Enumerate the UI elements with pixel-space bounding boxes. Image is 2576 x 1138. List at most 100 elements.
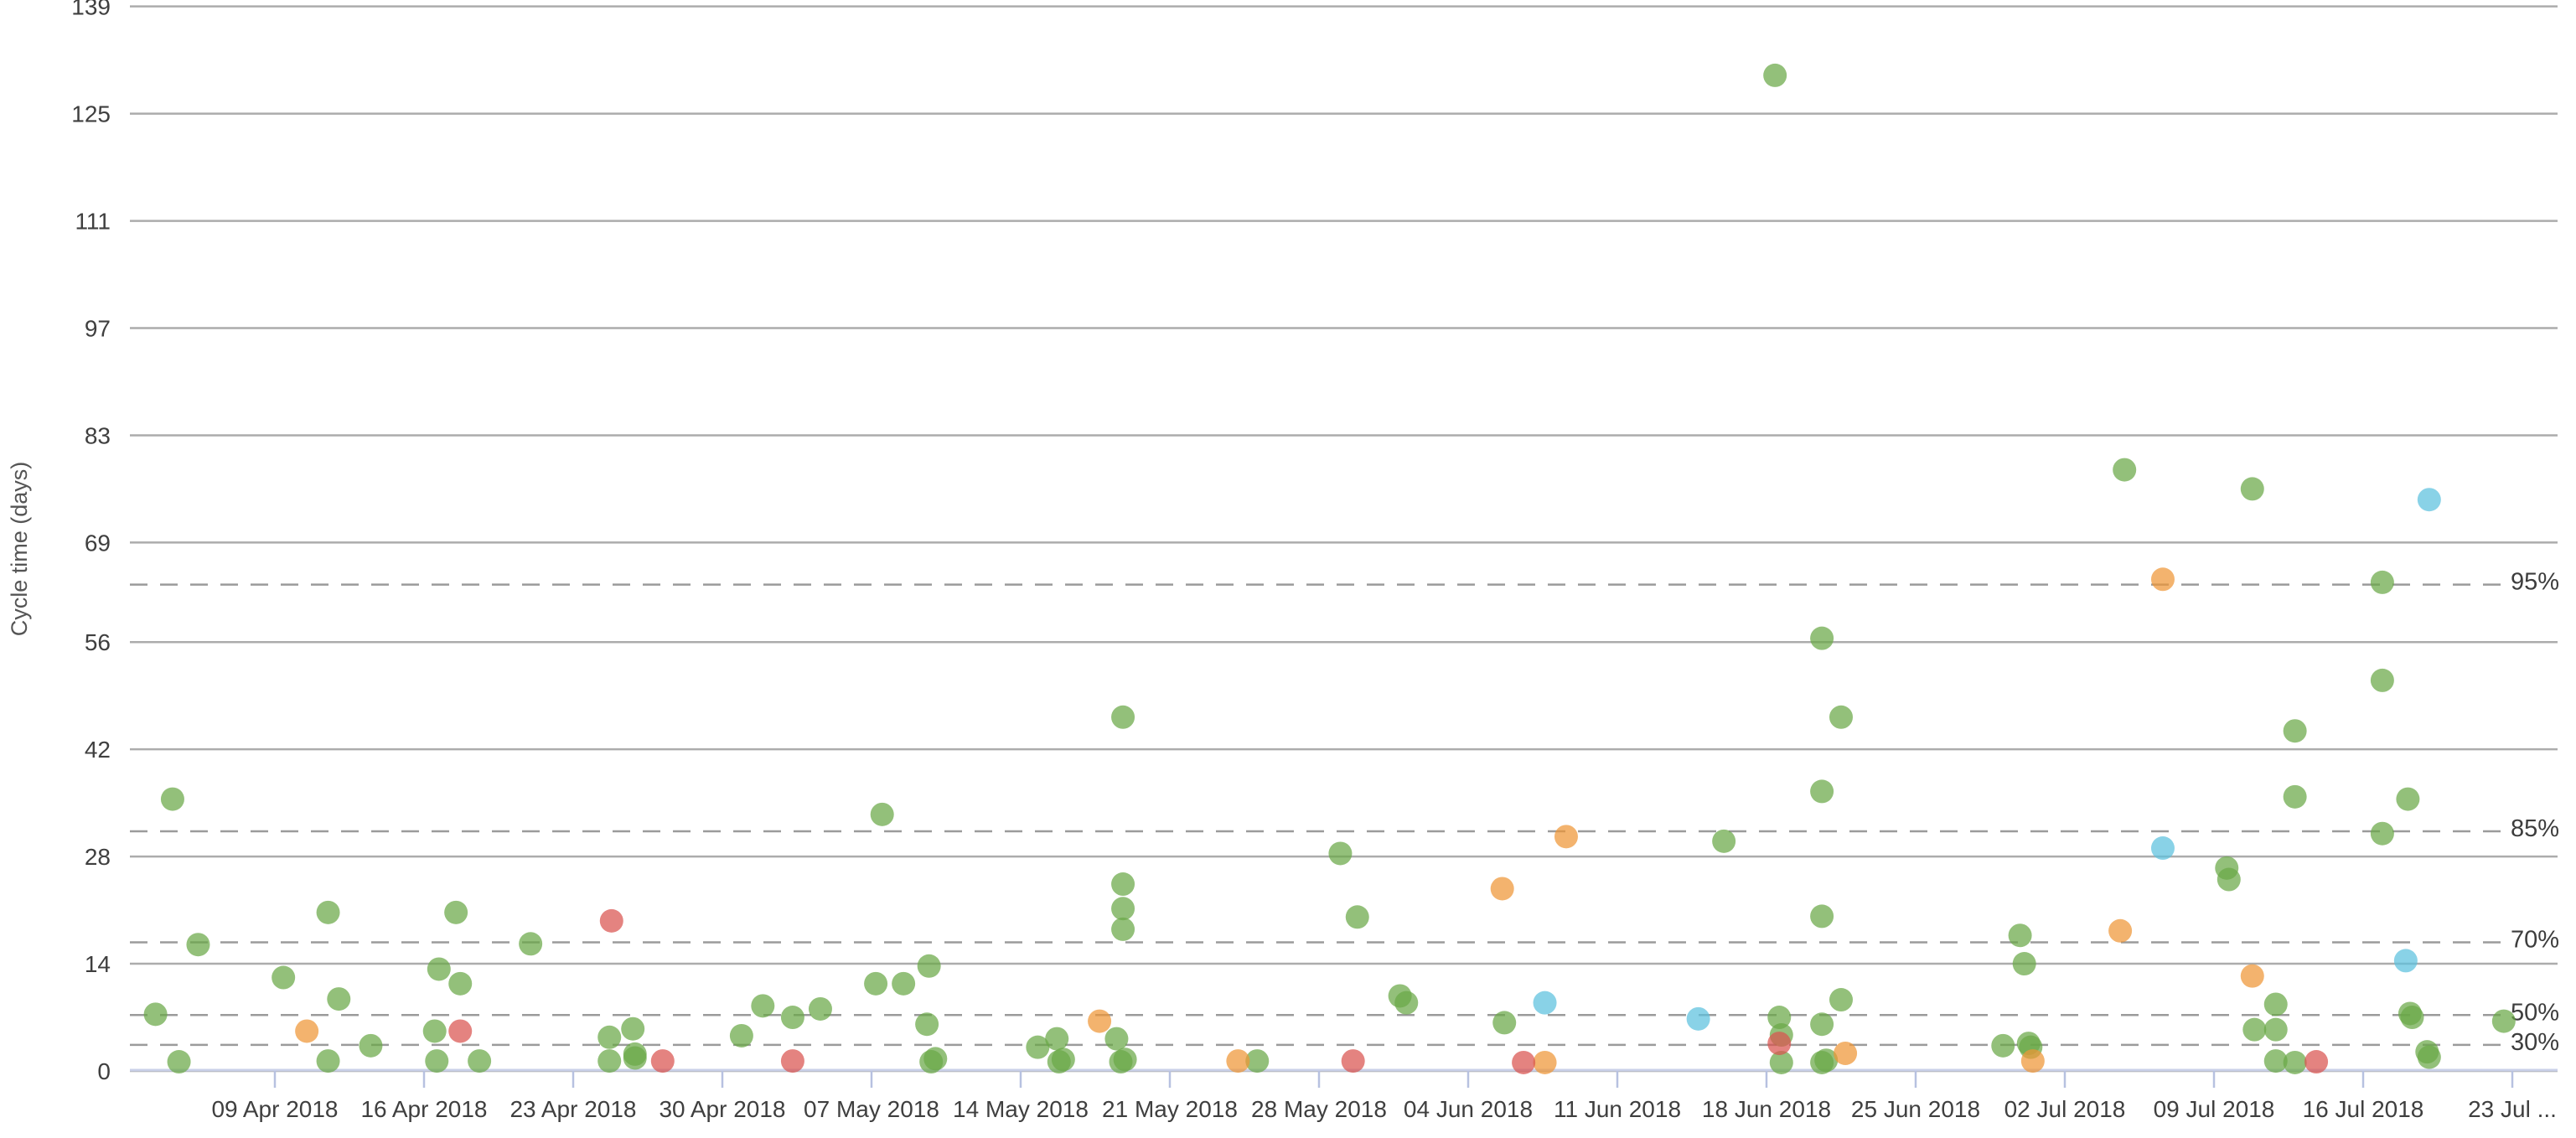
data-point-red[interactable] — [780, 1049, 804, 1073]
data-point-green[interactable] — [597, 1025, 622, 1049]
data-point-green[interactable] — [1026, 1035, 1050, 1059]
data-point-green[interactable] — [359, 1033, 383, 1058]
data-point-green[interactable] — [621, 1016, 645, 1041]
data-point-orange[interactable] — [1554, 825, 1578, 849]
data-point-green[interactable] — [2240, 477, 2264, 501]
data-point-green[interactable] — [2283, 719, 2307, 743]
data-point-green[interactable] — [422, 1019, 447, 1043]
data-point-green[interactable] — [915, 1012, 939, 1037]
data-point-green[interactable] — [444, 900, 468, 924]
data-point-green[interactable] — [864, 971, 888, 996]
data-point-green[interactable] — [1712, 829, 1736, 853]
data-point-green[interactable] — [1113, 1047, 1137, 1072]
data-point-green[interactable] — [870, 802, 894, 826]
data-point-green[interactable] — [1814, 1048, 1839, 1073]
data-point-blue[interactable] — [1686, 1006, 1710, 1031]
data-point-green[interactable] — [1810, 626, 1834, 650]
data-point-green[interactable] — [186, 933, 210, 957]
data-point-red[interactable] — [1767, 1032, 1792, 1056]
data-point-green[interactable] — [1104, 1027, 1129, 1051]
data-point-green[interactable] — [427, 957, 451, 981]
data-point-green[interactable] — [1769, 1050, 1793, 1074]
data-point-green[interactable] — [1111, 872, 1135, 897]
data-point-orange[interactable] — [1533, 1050, 1557, 1074]
data-point-green[interactable] — [1763, 63, 1787, 87]
data-point-green[interactable] — [1051, 1047, 1075, 1072]
data-point-green[interactable] — [923, 1047, 948, 1071]
data-point-orange[interactable] — [1834, 1041, 1858, 1065]
data-point-green[interactable] — [917, 954, 941, 978]
data-point-green[interactable] — [1245, 1049, 1270, 1073]
data-point-green[interactable] — [425, 1049, 449, 1073]
data-point-green[interactable] — [2242, 1017, 2267, 1042]
data-point-blue[interactable] — [2393, 949, 2418, 973]
data-point-green[interactable] — [468, 1049, 492, 1073]
data-point-green[interactable] — [892, 971, 916, 996]
data-point-green[interactable] — [2263, 992, 2288, 1016]
data-point-green[interactable] — [1111, 705, 1135, 729]
data-point-red[interactable] — [1341, 1049, 1365, 1073]
data-point-orange[interactable] — [2240, 964, 2264, 988]
data-point-red[interactable] — [599, 908, 623, 933]
data-point-green[interactable] — [1394, 991, 1419, 1015]
data-point-green[interactable] — [1767, 1006, 1792, 1030]
data-point-green[interactable] — [2491, 1009, 2516, 1033]
data-point-green[interactable] — [316, 900, 340, 924]
data-point-green[interactable] — [1810, 779, 1834, 804]
data-point-green[interactable] — [2370, 821, 2394, 846]
data-point-orange[interactable] — [1226, 1049, 1250, 1073]
data-point-green[interactable] — [1045, 1027, 1069, 1051]
data-point-green[interactable] — [2008, 923, 2032, 948]
data-point-blue[interactable] — [1533, 991, 1557, 1015]
data-point-green[interactable] — [1111, 897, 1135, 921]
data-point-red[interactable] — [2304, 1050, 2329, 1074]
data-point-green[interactable] — [448, 971, 473, 996]
data-point-green[interactable] — [1345, 905, 1369, 929]
data-point-green[interactable] — [1810, 904, 1834, 929]
data-point-green[interactable] — [780, 1006, 804, 1030]
data-point-green[interactable] — [751, 994, 775, 1018]
data-point-green[interactable] — [2370, 668, 2394, 692]
data-point-green[interactable] — [2417, 1045, 2441, 1069]
data-point-green[interactable] — [2263, 1049, 2288, 1073]
data-point-orange[interactable] — [1490, 877, 1514, 901]
data-point-green[interactable] — [1492, 1011, 1517, 1035]
data-point-green[interactable] — [1810, 1012, 1834, 1037]
data-point-green[interactable] — [2263, 1017, 2288, 1042]
data-point-green[interactable] — [597, 1049, 622, 1073]
data-point-green[interactable] — [519, 932, 543, 956]
data-point-orange[interactable] — [2020, 1049, 2045, 1073]
data-point-green[interactable] — [2283, 784, 2307, 809]
data-point-green[interactable] — [2400, 1006, 2424, 1030]
data-point-green[interactable] — [623, 1046, 647, 1070]
data-point-green[interactable] — [2370, 570, 2394, 594]
data-point-green[interactable] — [2283, 1050, 2307, 1074]
data-point-orange[interactable] — [295, 1019, 319, 1043]
data-point-blue[interactable] — [2417, 488, 2441, 512]
data-point-green[interactable] — [1829, 705, 1854, 729]
data-point-green[interactable] — [1991, 1033, 2015, 1058]
data-point-green[interactable] — [2216, 867, 2241, 892]
data-point-green[interactable] — [808, 996, 832, 1021]
data-point-green[interactable] — [143, 1002, 168, 1027]
data-point-orange[interactable] — [2150, 567, 2175, 592]
data-point-green[interactable] — [316, 1049, 340, 1073]
data-point-green[interactable] — [1829, 988, 1854, 1012]
data-point-orange[interactable] — [1088, 1009, 1112, 1033]
data-point-red[interactable] — [650, 1049, 675, 1073]
data-point-green[interactable] — [2396, 787, 2420, 811]
data-point-green[interactable] — [272, 965, 296, 990]
data-point-green[interactable] — [729, 1023, 753, 1047]
y-tick-label-69: 69 — [85, 530, 111, 556]
data-point-green[interactable] — [1328, 841, 1353, 866]
data-point-blue[interactable] — [2150, 836, 2175, 861]
data-point-green[interactable] — [160, 787, 184, 811]
data-point-green[interactable] — [327, 987, 351, 1011]
data-point-green[interactable] — [2113, 458, 2137, 482]
data-point-orange[interactable] — [2108, 918, 2133, 943]
data-point-red[interactable] — [1512, 1050, 1536, 1074]
data-point-green[interactable] — [1111, 917, 1135, 941]
data-point-green[interactable] — [167, 1050, 191, 1074]
data-point-green[interactable] — [2012, 952, 2036, 976]
data-point-red[interactable] — [448, 1019, 473, 1043]
